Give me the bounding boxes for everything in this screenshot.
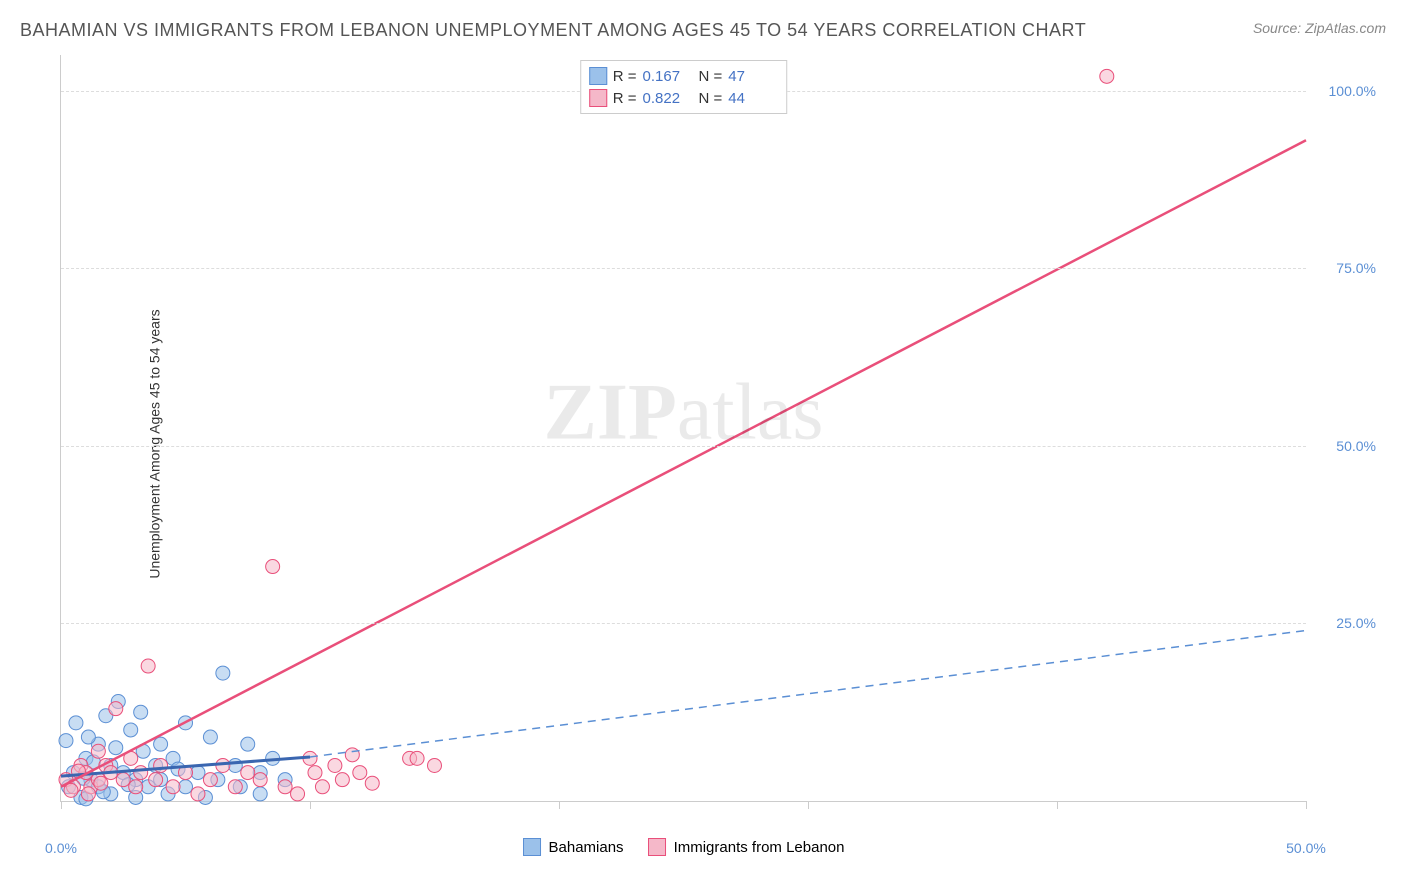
legend-row-bahamians: R = 0.167 N = 47 — [589, 65, 779, 87]
legend-item-lebanon: Immigrants from Lebanon — [648, 838, 845, 856]
n-value-lebanon: 44 — [728, 90, 778, 107]
plot-area: ZIPatlas R = 0.167 N = 47 R = 0.822 N = … — [60, 55, 1306, 802]
r-value-bahamians: 0.167 — [643, 68, 693, 85]
legend-swatch-bahamians — [589, 67, 607, 85]
n-label: N = — [699, 68, 723, 85]
r-value-lebanon: 0.822 — [643, 90, 693, 107]
legend-correlation: R = 0.167 N = 47 R = 0.822 N = 44 — [580, 60, 788, 114]
legend-series: Bahamians Immigrants from Lebanon — [523, 838, 845, 856]
legend-swatch-icon — [523, 838, 541, 856]
legend-item-bahamians: Bahamians — [523, 838, 624, 856]
legend-swatch-icon — [648, 838, 666, 856]
plot-svg — [61, 55, 1306, 801]
n-value-bahamians: 47 — [728, 68, 778, 85]
n-label: N = — [699, 90, 723, 107]
r-label: R = — [613, 90, 637, 107]
legend-swatch-lebanon — [589, 89, 607, 107]
legend-label-bahamians: Bahamians — [549, 839, 624, 856]
legend-row-lebanon: R = 0.822 N = 44 — [589, 87, 779, 109]
r-label: R = — [613, 68, 637, 85]
chart-title: BAHAMIAN VS IMMIGRANTS FROM LEBANON UNEM… — [20, 20, 1386, 41]
chart-container: BAHAMIAN VS IMMIGRANTS FROM LEBANON UNEM… — [0, 0, 1406, 892]
legend-label-lebanon: Immigrants from Lebanon — [674, 839, 845, 856]
source-label: Source: ZipAtlas.com — [1253, 20, 1386, 36]
chart-area: Unemployment Among Ages 45 to 54 years Z… — [60, 55, 1386, 832]
